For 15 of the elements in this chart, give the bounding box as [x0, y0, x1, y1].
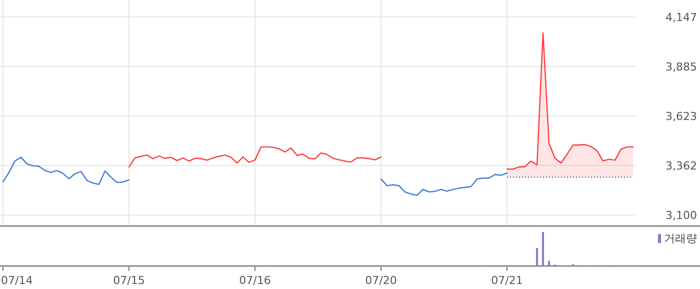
bar — [542, 232, 544, 266]
x-tick-label: 07/21 — [491, 274, 523, 287]
bar — [536, 248, 538, 266]
x-tick-label: 07/14 — [1, 274, 33, 287]
y-tick-label: 3,623 — [666, 110, 697, 124]
x-tick-label: 07/16 — [239, 274, 271, 287]
y-tick-label: 3,885 — [666, 60, 697, 74]
legend: 거래량 — [658, 232, 697, 245]
x-tick-label: 07/20 — [365, 274, 397, 287]
y-tick-label: 4,147 — [666, 11, 697, 24]
x-tick-label: 07/15 — [113, 274, 145, 287]
y-tick-label: 3,362 — [666, 159, 697, 172]
legend-label: 거래량 — [664, 232, 697, 245]
bar — [548, 260, 550, 266]
y-tick-label: 3,100 — [666, 209, 697, 222]
